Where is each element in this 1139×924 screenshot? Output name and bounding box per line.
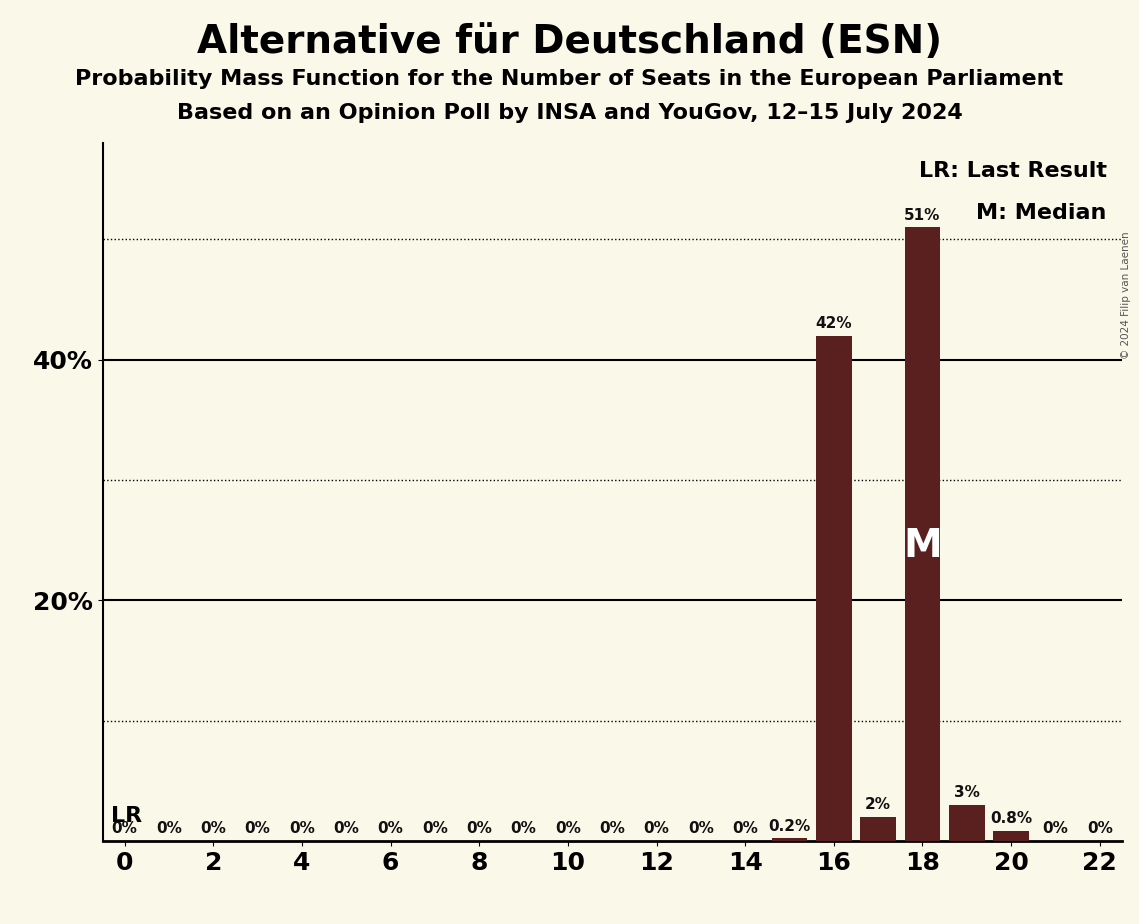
Text: 0%: 0%: [644, 821, 670, 836]
Text: 0%: 0%: [378, 821, 403, 836]
Text: © 2024 Filip van Laenen: © 2024 Filip van Laenen: [1121, 231, 1131, 359]
Text: 0%: 0%: [289, 821, 314, 836]
Text: 0.8%: 0.8%: [990, 811, 1032, 826]
Bar: [816, 335, 852, 841]
Text: 0%: 0%: [200, 821, 227, 836]
Text: 0%: 0%: [1042, 821, 1068, 836]
Text: 0%: 0%: [1087, 821, 1113, 836]
Text: 0%: 0%: [599, 821, 625, 836]
Text: M: M: [903, 528, 942, 565]
Text: 0.2%: 0.2%: [769, 819, 811, 833]
Text: 0%: 0%: [245, 821, 271, 836]
Text: 0%: 0%: [510, 821, 536, 836]
Text: 0%: 0%: [688, 821, 714, 836]
Text: 51%: 51%: [904, 208, 941, 223]
Text: 3%: 3%: [953, 785, 980, 800]
Text: LR: LR: [112, 807, 142, 826]
Bar: [860, 817, 896, 841]
Text: 0%: 0%: [156, 821, 182, 836]
Bar: [772, 838, 808, 841]
Text: 0%: 0%: [732, 821, 759, 836]
Text: Probability Mass Function for the Number of Seats in the European Parliament: Probability Mass Function for the Number…: [75, 69, 1064, 90]
Bar: [993, 832, 1029, 841]
Text: LR: Last Result: LR: Last Result: [919, 161, 1107, 181]
Text: 0%: 0%: [334, 821, 359, 836]
Text: Alternative für Deutschland (ESN): Alternative für Deutschland (ESN): [197, 23, 942, 61]
Text: 0%: 0%: [112, 821, 138, 836]
Bar: [904, 227, 940, 841]
Text: Based on an Opinion Poll by INSA and YouGov, 12–15 July 2024: Based on an Opinion Poll by INSA and You…: [177, 103, 962, 124]
Text: 2%: 2%: [866, 797, 891, 812]
Text: 0%: 0%: [466, 821, 492, 836]
Text: 0%: 0%: [421, 821, 448, 836]
Text: 42%: 42%: [816, 316, 852, 331]
Text: M: Median: M: Median: [976, 202, 1107, 223]
Bar: [949, 805, 984, 841]
Text: 0%: 0%: [555, 821, 581, 836]
